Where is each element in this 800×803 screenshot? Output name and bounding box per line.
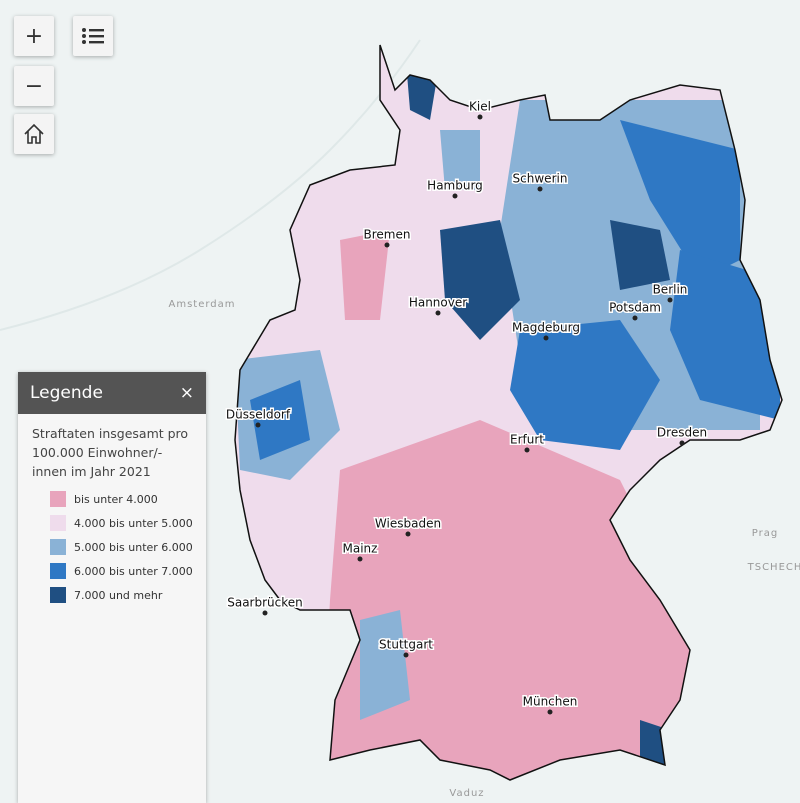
region [620, 120, 740, 280]
city-label: Kiel [469, 100, 491, 114]
layer-list-button[interactable] [73, 16, 113, 56]
city-label: Berlin [653, 283, 688, 297]
legend-item: bis unter 4.000 [18, 487, 206, 511]
city-label: Düsseldorf [226, 408, 291, 422]
city-dot [543, 335, 549, 341]
region [440, 220, 520, 340]
city-dot [255, 422, 261, 428]
coastline [0, 39, 421, 331]
legend-label: 6.000 bis unter 7.000 [74, 564, 193, 578]
legend-label: 7.000 und mehr [74, 588, 163, 602]
city-dot [384, 242, 390, 248]
legend-swatch [50, 587, 66, 603]
city-label: Erfurt [510, 433, 544, 447]
city-dot [547, 709, 553, 715]
legend-label: bis unter 4.000 [74, 492, 158, 506]
city-label: Stuttgart [379, 638, 433, 652]
city-dot [524, 447, 530, 453]
legend-swatch [50, 539, 66, 555]
city-dot [679, 440, 685, 446]
zoom-out-button[interactable]: − [14, 66, 54, 106]
city-dot [537, 186, 543, 192]
city-dot [435, 310, 441, 316]
city-dot [262, 610, 268, 616]
region [320, 420, 700, 780]
city-dot [632, 315, 638, 321]
legend-swatch [50, 491, 66, 507]
legend-title: Legende [30, 383, 103, 403]
city-label: Saarbrücken [227, 596, 303, 610]
legend-swatch [50, 563, 66, 579]
city-label: Potsdam [609, 301, 661, 315]
zoom-in-button[interactable]: + [14, 16, 54, 56]
legend-label: 4.000 bis unter 5.000 [74, 516, 193, 530]
basemap-label: Amsterdam [168, 299, 235, 310]
legend-item: 5.000 bis unter 6.000 [18, 535, 206, 559]
city-label: Hamburg [427, 179, 483, 193]
region [360, 610, 410, 720]
city-label: Magdeburg [512, 321, 580, 335]
city-dot [477, 114, 483, 120]
home-button[interactable] [14, 114, 54, 154]
city-dot [405, 531, 411, 537]
city-label: Bremen [364, 228, 411, 242]
regions [235, 45, 782, 780]
region [250, 380, 310, 460]
region [670, 250, 780, 420]
basemap-label: TSCHECH [747, 562, 800, 573]
legend-swatch [50, 515, 66, 531]
legend-item: 6.000 bis unter 7.000 [18, 559, 206, 583]
legend-label: 5.000 bis unter 6.000 [74, 540, 193, 554]
basemap-label: Vaduz [449, 788, 484, 799]
region [640, 720, 670, 770]
home-icon [24, 123, 44, 144]
basemap-label: Prag [752, 528, 778, 539]
legend-item: 4.000 bis unter 5.000 [18, 511, 206, 535]
city-dot [357, 556, 363, 562]
city-label: Mainz [343, 542, 378, 556]
region [610, 220, 670, 290]
city-dot [452, 193, 458, 199]
city-label: Dresden [657, 426, 707, 440]
labels: Kiel Hamburg Schwerin Bremen Hannover Berlin P… [168, 98, 800, 799]
legend-header: Legende × [18, 372, 206, 414]
legend-item: 7.000 und mehr [18, 583, 206, 607]
legend-description: Straftaten insgesamt pro 100.000 Einwohn… [32, 426, 189, 479]
city-label: Hannover [409, 296, 467, 310]
list-icon [82, 28, 104, 44]
city-dot [667, 297, 673, 303]
region [340, 230, 390, 320]
region [510, 320, 660, 450]
city-label: München [523, 695, 578, 709]
legend-items: bis unter 4.000 4.000 bis unter 5.000 5.00… [18, 487, 206, 607]
city-label: Wiesbaden [375, 517, 441, 531]
legend: Legende × Straftaten insgesamt pro 100.0… [18, 372, 206, 803]
region [440, 130, 480, 190]
city-dot [403, 652, 409, 658]
legend-close[interactable]: × [179, 383, 194, 403]
city-label: Schwerin [513, 172, 568, 186]
